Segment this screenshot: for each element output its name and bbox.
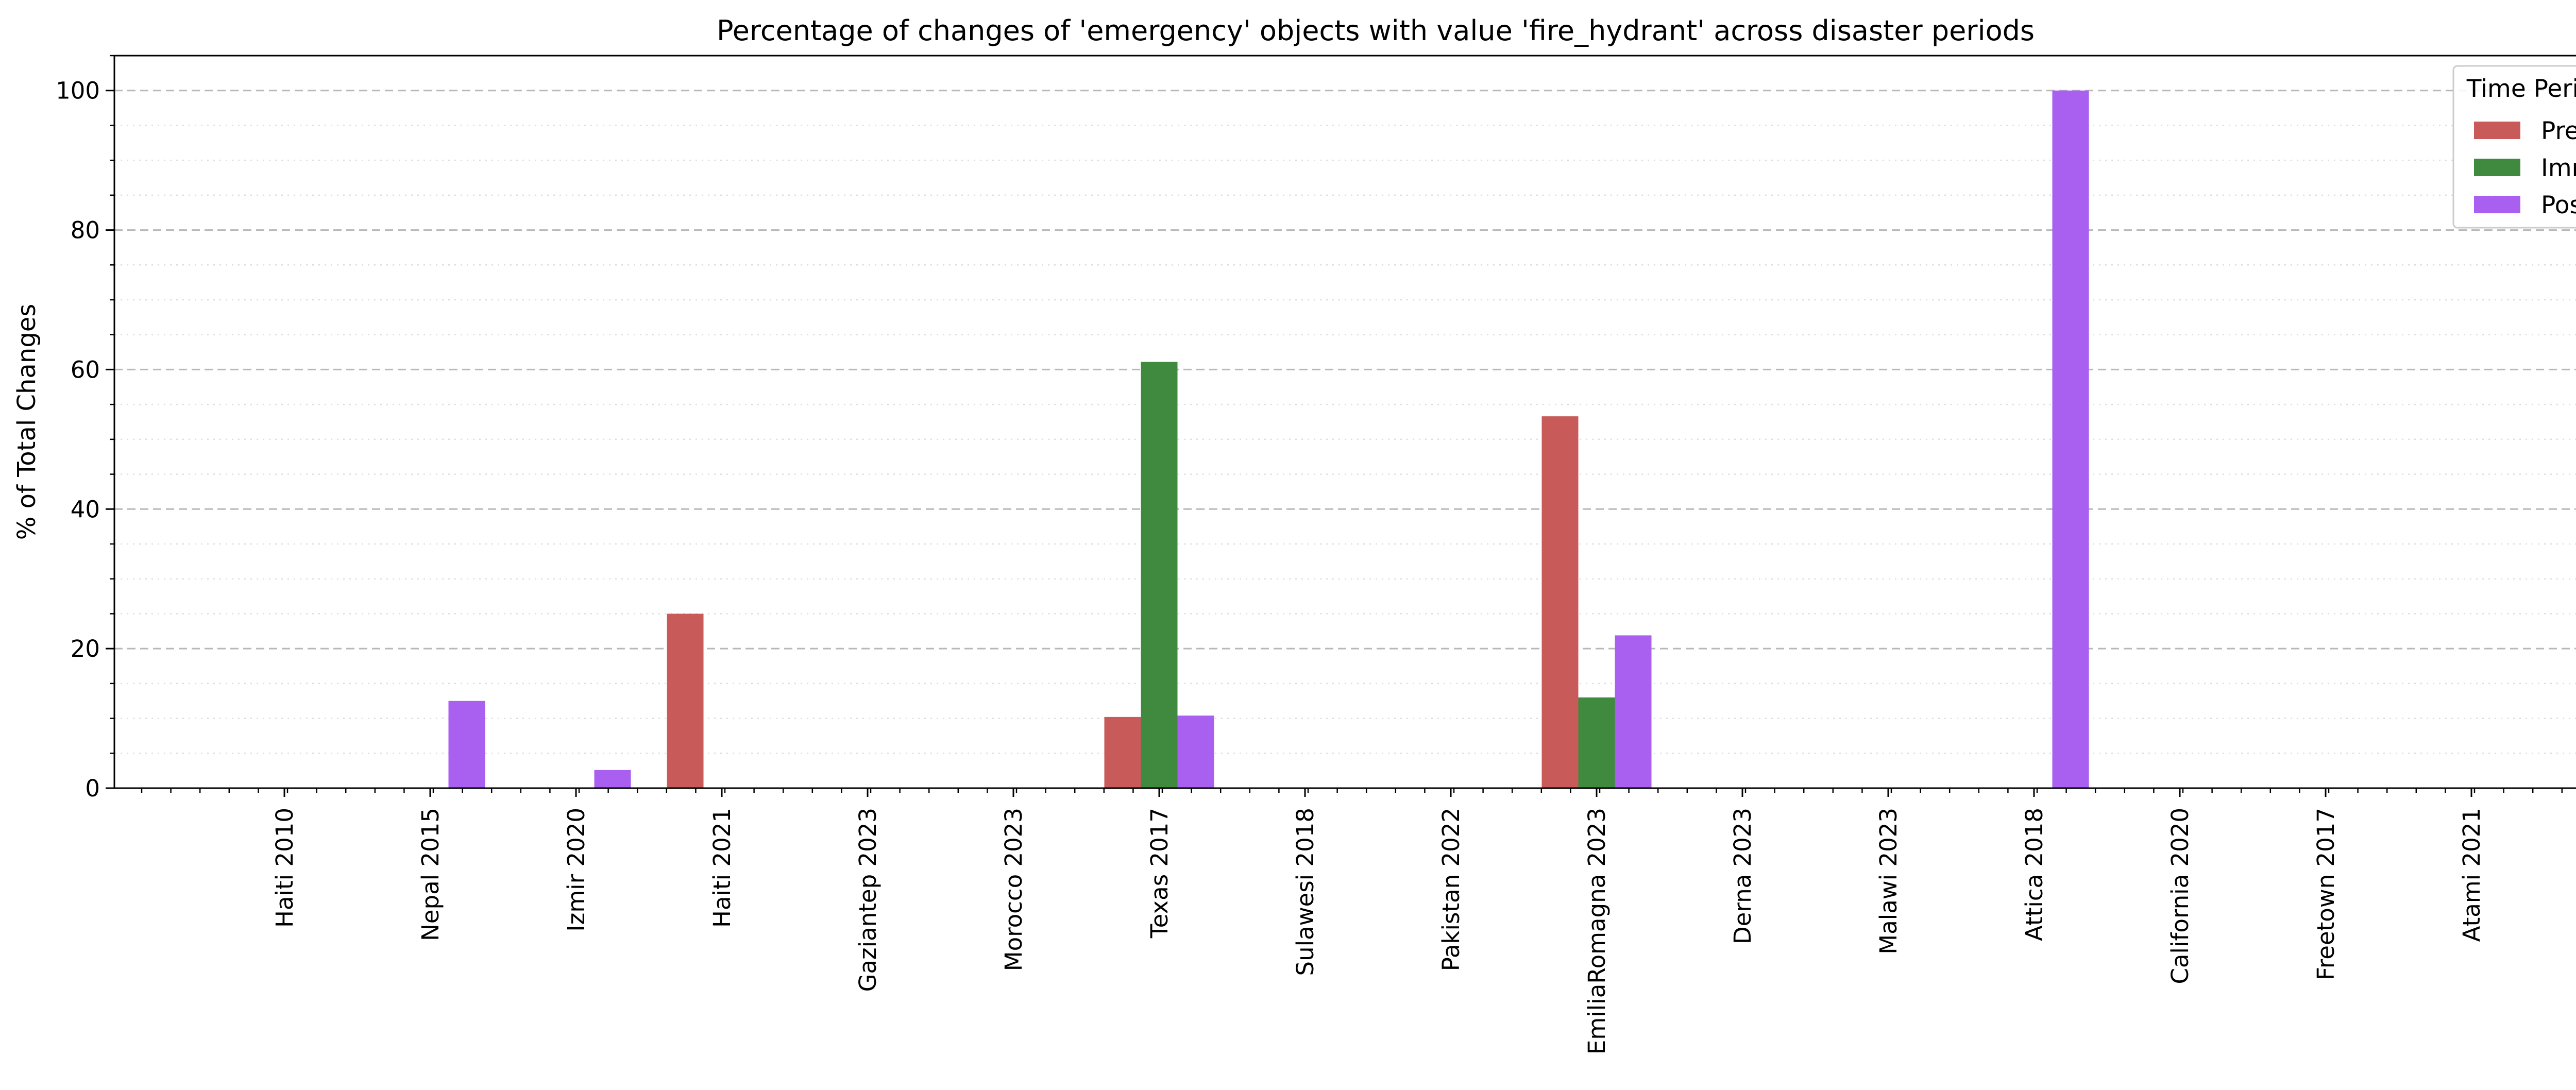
x-tick-label: Texas 2017 [1146,808,1173,939]
x-tick-label: Sulawesi 2018 [1292,808,1319,976]
x-tick-label: Pakistan 2022 [1437,808,1465,971]
x-tick-label: Morocco 2023 [1000,808,1027,971]
bar-imm [1578,697,1615,788]
chart-title: Percentage of changes of 'emergency' obj… [717,14,2035,47]
y-tick-label: 0 [85,775,100,802]
x-tick-label: Attica 2018 [2021,808,2048,941]
x-tick-label: Haiti 2010 [271,808,298,928]
y-tick-label: 60 [71,356,100,383]
legend: Time Period Pre Imm Post [2452,65,2576,229]
x-tick-label: Izmir 2020 [563,808,590,932]
bar-post [1177,716,1214,788]
y-tick-label: 80 [71,217,100,244]
bars [448,90,2089,789]
x-tick-label: California 2020 [2166,808,2194,984]
plot-frame [113,55,2576,789]
legend-title: Time Period [2466,75,2576,103]
x-tick-label: Derna 2023 [1729,808,1756,944]
legend-swatch-post [2474,196,2520,213]
x-tick-label: Gaziantep 2023 [854,808,882,992]
grid-lines [114,55,2576,754]
x-tick-label: Atami 2021 [2458,808,2485,942]
y-tick-label: 20 [71,635,100,662]
axis-ticks: 0 20 40 60 80 100 Haiti 2010 Nepal 2015 Izmir 20… [56,55,2563,1054]
legend-label-post: Post [2541,191,2576,219]
bar-post [2052,90,2089,789]
x-tick-label: Haiti 2021 [708,808,736,928]
legend-label-imm: Imm [2541,154,2576,182]
y-tick-label: 40 [71,496,100,523]
x-tick-label: EmiliaRomagna 2023 [1583,808,1611,1054]
bar-pre [1541,416,1579,788]
legend-items: Pre Imm Post [2474,117,2576,219]
bar-pre [667,614,704,788]
bar-post [594,770,631,788]
legend-box [2452,65,2576,229]
bar-post [1615,635,1652,788]
bar-post [448,701,485,788]
x-tick-label: Nepal 2015 [417,808,444,941]
x-tick-label: Freetown 2017 [2312,808,2340,980]
bar-pre [1104,717,1141,788]
y-tick-label: 100 [56,77,100,105]
legend-swatch-pre [2474,122,2520,139]
x-tick-label: Malawi 2023 [1875,808,1902,955]
legend-label-pre: Pre [2541,117,2576,145]
legend-swatch-imm [2474,159,2520,176]
bar-imm [1141,362,1178,788]
y-axis-label: % of Total Changes [12,304,41,540]
